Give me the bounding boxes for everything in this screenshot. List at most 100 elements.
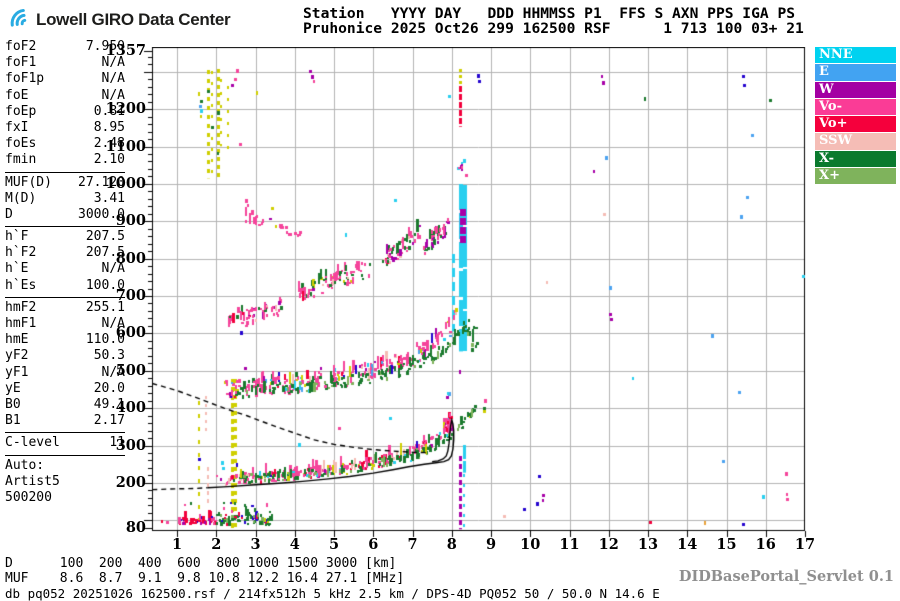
panel-divider bbox=[5, 296, 125, 298]
parameter-row: h`F 207.5 bbox=[5, 229, 125, 245]
parameter-label: foE bbox=[5, 87, 29, 103]
parameter-value: 2.10 bbox=[93, 152, 125, 168]
echo-type-legend: NNE E W Vo- Vo+ SSW X- X+ bbox=[815, 47, 896, 185]
parameter-label: yF1 bbox=[5, 364, 29, 380]
legend-item-nne: NNE bbox=[815, 47, 896, 64]
distance-muf-table: D 100 200 400 600 800 1000 1500 3000 [km… bbox=[5, 556, 404, 587]
legend-item-vominus: Vo- bbox=[815, 98, 896, 116]
parameter-row: hmE 110.0 bbox=[5, 332, 125, 348]
parameter-value: N/A bbox=[101, 71, 125, 87]
parameter-row: yF1 N/A bbox=[5, 365, 125, 381]
parameter-row: foEp 0.81 bbox=[5, 104, 125, 120]
parameter-row: foF1p N/A bbox=[5, 71, 125, 87]
panel-divider bbox=[5, 454, 125, 456]
parameter-label: C-level bbox=[5, 435, 60, 451]
parameter-row: fmin 2.10 bbox=[5, 152, 125, 168]
parameter-row: C-level 11 bbox=[5, 435, 125, 451]
panel-divider bbox=[5, 432, 125, 434]
y-axis-label: 200 bbox=[115, 473, 146, 491]
y-axis-label: 1357 bbox=[105, 41, 146, 59]
parameter-value: 50.3 bbox=[93, 348, 125, 364]
parameter-label: B1 bbox=[5, 413, 21, 429]
x-axis-label: 5 bbox=[328, 536, 340, 553]
parameter-label: hmF2 bbox=[5, 299, 37, 315]
parameter-label: h`E bbox=[5, 261, 29, 277]
x-axis-label: 17 bbox=[794, 536, 816, 553]
parameter-label: B0 bbox=[5, 396, 21, 412]
panel-divider bbox=[5, 226, 125, 228]
parameter-row: MUF(D) 27.120 bbox=[5, 175, 125, 191]
station-header-line1: Station YYYY DAY DDD HHMMSS P1 FFS S AXN… bbox=[303, 5, 796, 22]
parameter-value: 11 bbox=[109, 435, 125, 451]
parameter-value: 207.5 bbox=[85, 229, 125, 245]
parameter-row: D 3000.0 bbox=[5, 207, 125, 223]
parameter-row: foEs 2.48 bbox=[5, 136, 125, 152]
parameter-value: N/A bbox=[101, 364, 125, 380]
legend-item-xminus: X- bbox=[815, 150, 896, 168]
giro-logo-icon bbox=[8, 7, 32, 33]
parameter-label: h`Es bbox=[5, 277, 37, 293]
parameter-value: 27.120 bbox=[78, 174, 125, 190]
parameter-value: N/A bbox=[101, 55, 125, 71]
legend-item-w: W bbox=[815, 81, 896, 98]
parameter-label: h`F2 bbox=[5, 245, 37, 261]
parameter-row: hmF2 255.1 bbox=[5, 300, 125, 316]
parameter-value: N/A bbox=[101, 87, 125, 103]
x-axis-label: 11 bbox=[559, 536, 580, 553]
y-axis-label: 1000 bbox=[105, 174, 146, 192]
legend-item-voplus: Vo+ bbox=[815, 116, 896, 133]
parameter-value: 207.5 bbox=[85, 245, 125, 261]
x-axis-label: 1 bbox=[171, 536, 183, 553]
y-axis-label: 600 bbox=[115, 324, 146, 342]
x-axis-label: 15 bbox=[716, 536, 737, 553]
status-bar: db pq052 20251026 162500.rsf / 214fx512h… bbox=[5, 586, 660, 601]
parameter-label: foEs bbox=[5, 136, 37, 152]
parameter-panel: foF2 7.950 foF1 N/A foF1p N/A foE N/A foEp 0.81 fx… bbox=[5, 39, 125, 506]
parameter-value: 110.0 bbox=[85, 332, 125, 348]
y-axis-label: 300 bbox=[115, 436, 146, 454]
y-axis-label: 80 bbox=[125, 518, 146, 536]
x-axis-label: 9 bbox=[485, 536, 497, 553]
parameter-value: 100.0 bbox=[85, 277, 125, 293]
parameter-value: 3.41 bbox=[93, 190, 125, 206]
parameter-row: h`E N/A bbox=[5, 261, 125, 277]
parameter-label: fmin bbox=[5, 152, 37, 168]
parameter-value: 49.1 bbox=[93, 396, 125, 412]
x-axis-label: 3 bbox=[250, 536, 261, 553]
x-axis-label: 10 bbox=[520, 536, 541, 553]
parameter-row: B1 2.17 bbox=[5, 413, 125, 429]
parameter-row: hmF1 N/A bbox=[5, 316, 125, 332]
parameter-label: foF2 bbox=[5, 39, 37, 54]
parameter-label: foF1p bbox=[5, 71, 45, 87]
parameter-row: B0 49.1 bbox=[5, 397, 125, 413]
parameter-row: fxI 8.95 bbox=[5, 120, 125, 136]
parameter-value: 255.1 bbox=[85, 299, 125, 315]
logo-text: Lowell GIRO Data Center bbox=[36, 10, 231, 29]
y-axis-label: 800 bbox=[115, 249, 146, 267]
parameter-value: 8.95 bbox=[93, 119, 125, 135]
parameter-label: foF1 bbox=[5, 55, 37, 71]
parameter-row: foE N/A bbox=[5, 88, 125, 104]
y-axis-label: 400 bbox=[115, 399, 146, 417]
legend-item-xplus: X+ bbox=[815, 168, 896, 185]
parameter-row: h`F2 207.5 bbox=[5, 245, 125, 261]
x-axis-label: 14 bbox=[677, 536, 698, 553]
parameter-label: M(D) bbox=[5, 190, 37, 206]
autoscaling-info-line: 500200 bbox=[5, 489, 52, 505]
parameter-row: foF1 N/A bbox=[5, 55, 125, 71]
y-axis-label: 500 bbox=[115, 361, 146, 379]
x-axis-label: 12 bbox=[598, 536, 619, 553]
parameter-label: fxI bbox=[5, 119, 29, 135]
parameter-row: foF2 7.950 bbox=[5, 39, 125, 55]
parameter-row: yF2 50.3 bbox=[5, 348, 125, 364]
parameter-value: 2.48 bbox=[93, 136, 125, 152]
legend-item-ssw: SSW bbox=[815, 133, 896, 150]
x-axis-label: 13 bbox=[637, 536, 659, 553]
legend-item-e: E bbox=[815, 64, 896, 81]
panel-divider bbox=[5, 171, 125, 173]
autoscaling-info-line: Auto: bbox=[5, 457, 45, 473]
station-header: Station YYYY DAY DDD HHMMSS P1 FFS S AXN… bbox=[303, 6, 804, 36]
parameter-row: h`Es 100.0 bbox=[5, 278, 125, 294]
x-axis-label: 6 bbox=[368, 536, 379, 553]
x-axis-label: 4 bbox=[289, 536, 300, 553]
